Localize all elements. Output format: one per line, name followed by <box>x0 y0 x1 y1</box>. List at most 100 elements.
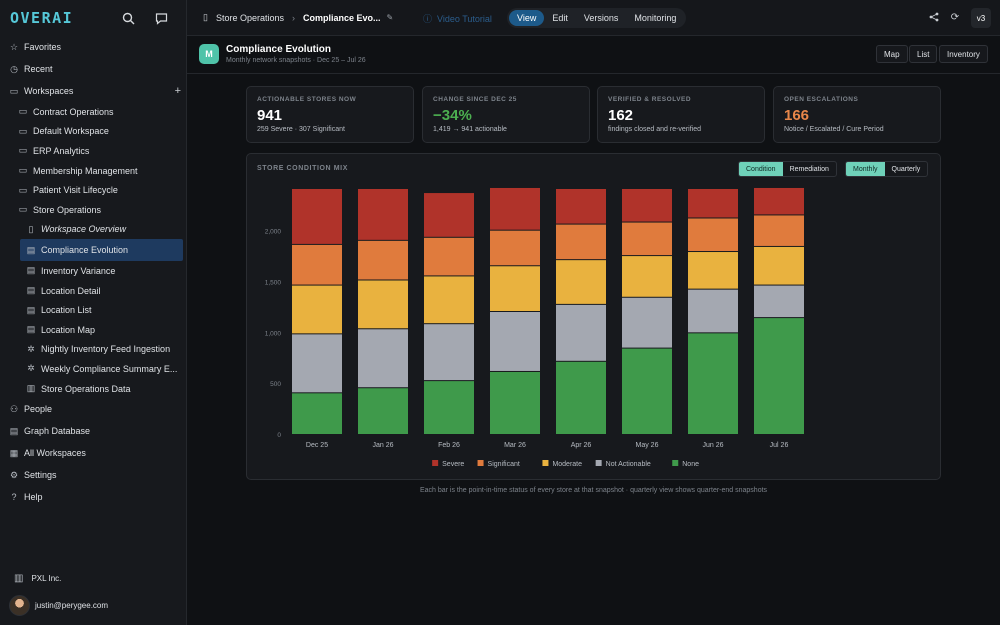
sidebar-page-item[interactable]: ▥ Store Operations Data <box>0 379 187 399</box>
kpi-card-verified: VERIFIED & RESOLVED 162 findings closed … <box>597 86 765 143</box>
bar-segment-severe <box>490 187 540 230</box>
bar-segment-not-actionable <box>358 329 408 388</box>
sidebar-workspace-item[interactable]: ▭ Contract Operations <box>0 102 187 122</box>
bar-segment-moderate <box>424 276 474 324</box>
remediation-toggle[interactable]: Remediation <box>789 165 829 173</box>
video-tutorial-link[interactable]: ⓘ Video Tutorial <box>423 12 492 25</box>
tab-view[interactable]: View <box>509 10 545 26</box>
sidebar-page-item[interactable]: ✲ Nightly Inventory Feed Ingestion <box>0 340 187 360</box>
help-circle-icon: ⓘ <box>423 14 433 24</box>
condition-toggle[interactable]: Condition <box>739 162 783 176</box>
tab-monitoring[interactable]: Monitoring <box>634 13 677 23</box>
kpi-label: CHANGE SINCE DEC 25 <box>433 96 517 103</box>
sidebar-item-help[interactable]: ? Help <box>0 486 187 508</box>
bar-segment-not-actionable <box>688 289 738 333</box>
sidebar-item-settings[interactable]: ⚙ Settings <box>0 464 187 486</box>
sidebar-workspace-item[interactable]: ▭ Default Workspace <box>0 122 187 142</box>
kpi-label: VERIFIED & RESOLVED <box>608 96 692 103</box>
sidebar-page-item[interactable]: ✲ Weekly Compliance Summary E... <box>0 359 187 379</box>
sidebar-item-workspaces[interactable]: ▭ Workspaces + <box>0 80 187 102</box>
chart-title: STORE CONDITION MIX <box>257 165 348 172</box>
sidebar-page-item[interactable]: ▤ Location List <box>0 300 187 320</box>
search-icon[interactable] <box>119 9 137 27</box>
y-tick-label: 500 <box>270 381 281 388</box>
inventory-button[interactable]: Inventory <box>939 45 988 63</box>
sidebar-page-item[interactable]: ▤ Location Detail <box>0 281 187 301</box>
tab-versions[interactable]: Versions <box>583 13 619 23</box>
breadcrumb: ▯ Store Operations › Compliance Evo... ✎ <box>203 12 393 23</box>
sidebar-workspace-item[interactable]: ▭ Patient Visit Lifecycle <box>0 180 187 200</box>
chart-panel: STORE CONDITION MIX Condition Remediatio… <box>246 153 941 480</box>
sidebar-workspace-item[interactable]: ▭ ERP Analytics <box>0 141 187 161</box>
legend-label: None <box>682 461 699 468</box>
breadcrumb-current[interactable]: Compliance Evo... <box>303 12 381 23</box>
bar-segment-significant <box>754 215 804 246</box>
add-workspace-icon[interactable]: + <box>174 85 181 97</box>
sidebar-page-item[interactable]: ▯ Workspace Overview <box>0 220 187 240</box>
bar-segment-severe <box>292 189 342 244</box>
map-button[interactable]: Map <box>876 45 908 63</box>
store-operations-children: ▯ Workspace Overview ▤ Compliance Evolution… <box>0 220 187 399</box>
avatar <box>9 595 30 616</box>
sidebar-item-recent[interactable]: ◷ Recent <box>0 58 187 80</box>
page-subtitle: Monthly network snapshots · Dec 25 – Jul… <box>226 57 366 64</box>
org-switcher[interactable]: ▥ PXL Inc. <box>14 573 61 584</box>
sidebar-workspace-item[interactable]: ▭ Store Operations <box>0 200 187 220</box>
kpi-value: 162 <box>608 107 634 124</box>
refresh-icon[interactable]: ⟳ <box>950 11 960 23</box>
sidebar-header: OVERAI <box>0 0 187 36</box>
sidebar-item-label: Membership Management <box>33 165 138 176</box>
book-icon: ▯ <box>203 12 208 22</box>
kpi-value: 941 <box>257 107 283 124</box>
sidebar-item-label: Location Map <box>41 324 96 335</box>
sidebar-item-label: Store Operations <box>33 204 102 215</box>
breadcrumb-parent[interactable]: Store Operations <box>215 12 284 23</box>
sidebar-item-people[interactable]: ⚇ People <box>0 398 187 420</box>
bar-segment-severe <box>622 189 672 222</box>
dashboard-icon: ▤ <box>26 244 36 255</box>
bar-segment-moderate <box>490 266 540 311</box>
database-icon: ▥ <box>26 383 36 394</box>
tab-edit[interactable]: Edit <box>552 13 568 23</box>
sidebar-item-label: Settings <box>24 470 57 481</box>
chart-footnote: Each bar is the point-in-time status of … <box>419 487 768 494</box>
workflow-icon: ✲ <box>27 343 35 354</box>
bar-segment-not-actionable <box>490 312 540 371</box>
bar-segment-not-actionable <box>292 334 342 393</box>
sidebar-page-item[interactable]: ▤ Compliance Evolution <box>20 239 183 262</box>
chevron-right-icon: › <box>292 12 295 23</box>
legend-swatch <box>542 460 549 466</box>
sidebar-workspace-item[interactable]: ▭ Membership Management <box>0 161 187 181</box>
people-icon: ⚇ <box>9 403 19 414</box>
dashboard-icon: ▤ <box>26 265 36 276</box>
x-tick-label: Mar 26 <box>504 442 526 449</box>
version-badge[interactable]: v3 <box>971 8 991 28</box>
bar-segment-severe <box>424 193 474 237</box>
sidebar-page-item[interactable]: ▤ Location Map <box>0 320 187 340</box>
quarterly-toggle[interactable]: Quarterly <box>891 165 921 173</box>
monthly-toggle[interactable]: Monthly <box>846 162 885 176</box>
bar-segment-none <box>358 388 408 434</box>
legend-label: Moderate <box>552 461 582 468</box>
pencil-icon[interactable]: ✎ <box>386 13 394 22</box>
sidebar-item-graph-database[interactable]: ▤ Graph Database <box>0 420 187 442</box>
share-icon[interactable] <box>927 10 941 24</box>
list-button[interactable]: List <box>909 45 938 63</box>
kpi-sub: 259 Severe · 307 Significant <box>257 126 345 133</box>
chat-icon[interactable] <box>152 9 170 27</box>
sidebar-item-all-workspaces[interactable]: ▦ All Workspaces <box>0 442 187 464</box>
kpi-sub: findings closed and re-verified <box>608 126 701 133</box>
legend-label: Not Actionable <box>606 461 651 468</box>
sidebar-item-label: All Workspaces <box>24 448 86 459</box>
bar-segment-moderate <box>358 280 408 329</box>
building-icon: ▥ <box>14 573 24 584</box>
sidebar-page-item[interactable]: ▤ Inventory Variance <box>0 261 187 281</box>
bar-segment-severe <box>358 189 408 240</box>
user-menu[interactable]: justin@perygee.com <box>9 595 108 616</box>
page-title: Compliance Evolution <box>226 44 332 55</box>
brand-logo[interactable]: OVERAI <box>10 9 74 27</box>
sidebar-item-favorites[interactable]: ☆ Favorites <box>0 36 187 58</box>
folder-icon: ▭ <box>18 184 28 195</box>
bar-segment-significant <box>490 230 540 266</box>
kpi-label: OPEN ESCALATIONS <box>784 96 859 103</box>
